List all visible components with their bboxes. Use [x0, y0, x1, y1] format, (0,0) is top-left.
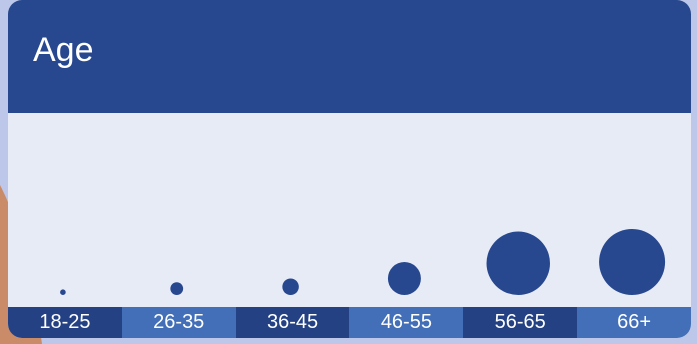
bin-36-45: 36-45 — [235, 307, 350, 338]
bin-26-35: 26-35 — [121, 307, 236, 338]
bubble-46-55 — [387, 262, 421, 295]
bubble-36-45 — [282, 278, 299, 295]
bubble-66-plus — [599, 229, 666, 295]
bubble-56-65 — [486, 231, 550, 295]
bubble-18-25 — [60, 289, 66, 295]
bin-66-plus: 66+ — [577, 307, 691, 338]
age-bins: 18-25 26-35 36-45 46-55 56-65 66+ — [8, 307, 691, 338]
bin-56-65: 56-65 — [463, 307, 578, 338]
chart-card: Age 18-25 26-35 36-45 46-55 56-65 66+ — [8, 0, 691, 338]
bubble-26-35 — [170, 282, 184, 295]
chart-header: Age — [8, 0, 691, 113]
plot-area — [8, 113, 691, 307]
bubble-chart — [60, 229, 666, 295]
chart-title: Age — [33, 31, 94, 69]
bin-18-25: 18-25 — [8, 307, 122, 338]
bin-46-55: 46-55 — [349, 307, 464, 338]
